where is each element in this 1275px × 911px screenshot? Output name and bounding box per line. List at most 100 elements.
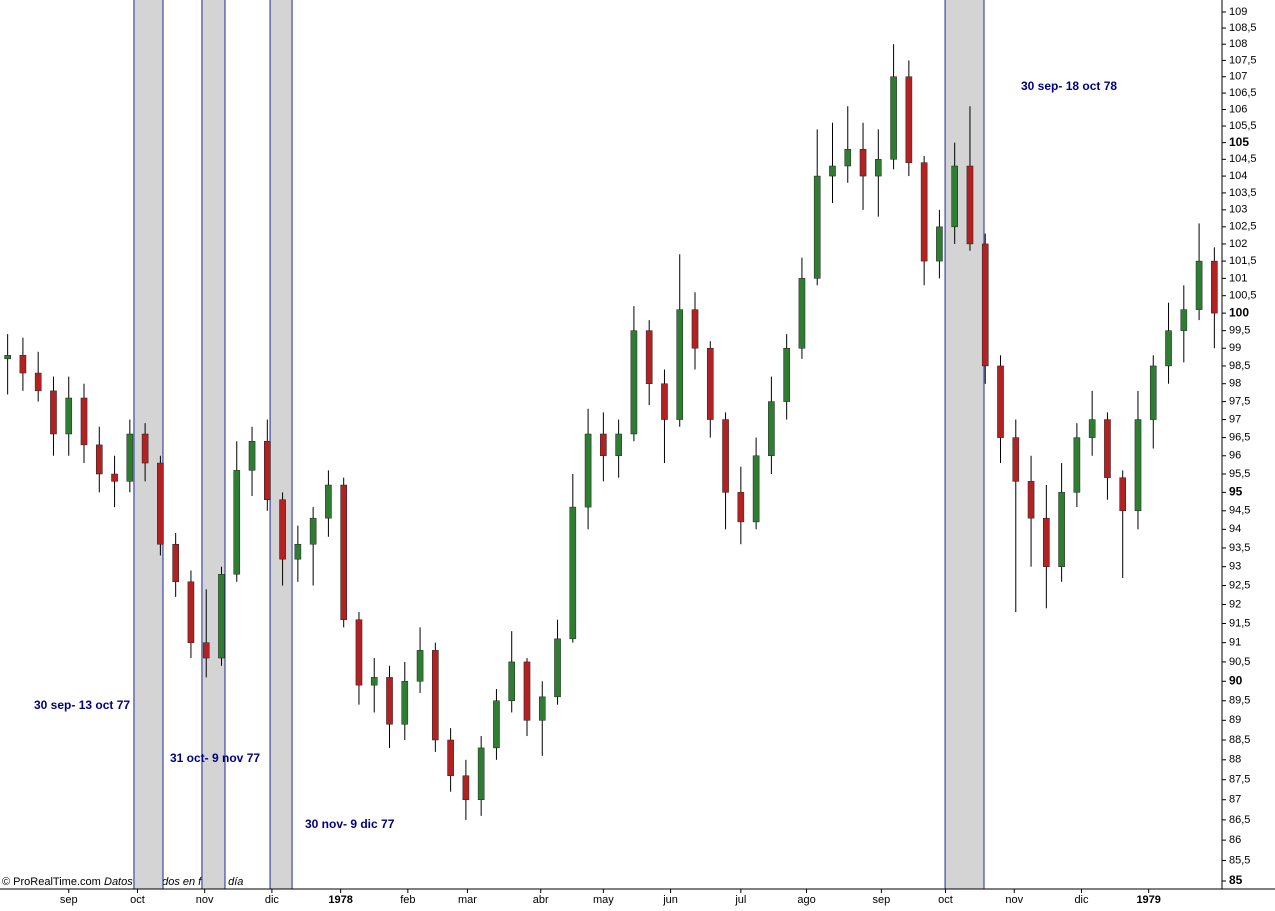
candle-body <box>523 661 531 721</box>
candle-body <box>1073 437 1081 493</box>
y-tick-label: 98,5 <box>1229 360 1250 372</box>
y-tick-label: 97,5 <box>1229 395 1250 407</box>
candle-body <box>95 444 103 475</box>
source: © ProRealTime.com <box>2 876 101 888</box>
y-tick-label: 85,5 <box>1229 854 1250 866</box>
y-tick-label: 89 <box>1229 714 1241 726</box>
x-tick-label: jul <box>734 894 746 906</box>
y-tick-label: 106 <box>1229 103 1247 115</box>
candle-body <box>126 433 134 482</box>
x-tick-label: oct <box>130 894 145 906</box>
candle-body <box>1058 492 1065 567</box>
candle-body <box>416 650 424 682</box>
y-tick-label: 105,5 <box>1229 120 1257 132</box>
candle-body <box>65 397 73 435</box>
annotation: 30 sep- 18 oct 78 <box>1021 79 1117 93</box>
candle-body <box>80 397 88 446</box>
y-tick-label: 88,5 <box>1229 734 1250 746</box>
candle-body <box>722 419 729 493</box>
y-tick-label: 94,5 <box>1229 505 1250 517</box>
y-tick-label: 102 <box>1229 238 1247 250</box>
y-tick-label: 88 <box>1229 754 1241 766</box>
y-tick-label: 91,5 <box>1229 617 1250 629</box>
candle-body <box>172 543 179 583</box>
y-tick-label: 103,5 <box>1229 187 1257 199</box>
candle-body <box>752 455 760 523</box>
candle-body <box>202 642 210 659</box>
candle-body <box>538 696 546 721</box>
candle-body <box>447 739 454 776</box>
x-tick-label: mar <box>458 894 477 906</box>
y-tick-label: 99 <box>1229 342 1241 354</box>
candle-body <box>50 390 57 435</box>
candle-body <box>309 517 317 545</box>
x-tick-label: 1979 <box>1136 894 1160 906</box>
candle-body <box>600 433 607 457</box>
candle-body <box>645 330 653 384</box>
annotation: 30 nov- 9 dic 77 <box>305 817 395 831</box>
candle-body <box>951 165 958 228</box>
x-tick-label: oct <box>938 894 953 906</box>
candle-body <box>1149 365 1157 420</box>
y-tick-label: 98 <box>1229 378 1241 390</box>
y-tick-label: 90 <box>1229 673 1243 687</box>
candle-body <box>493 700 500 749</box>
x-tick-label: nov <box>1005 894 1023 906</box>
y-tick-label: 104 <box>1229 170 1247 182</box>
candle-body <box>386 677 393 725</box>
y-tick-label: 108,5 <box>1229 22 1257 34</box>
candle-body <box>508 661 516 701</box>
y-tick-label: 101,5 <box>1229 255 1257 267</box>
candle-body <box>829 165 836 177</box>
candle-body <box>630 330 638 435</box>
x-tick-label: dic <box>265 894 280 906</box>
x-tick-label: sep <box>60 894 78 906</box>
y-tick-label: 100,5 <box>1229 290 1257 302</box>
candle-body <box>1180 309 1188 331</box>
y-tick-label: 87 <box>1229 794 1241 806</box>
candle-body <box>477 747 485 800</box>
y-tick-label: 106,5 <box>1229 87 1257 99</box>
x-tick-label: ago <box>797 894 815 906</box>
candle-body <box>981 243 989 367</box>
candle-body <box>279 499 286 560</box>
y-tick-label: 109 <box>1229 6 1247 18</box>
candle-body <box>370 677 378 686</box>
candle-body <box>798 278 806 349</box>
candle-body <box>936 226 943 262</box>
candle-body <box>19 355 27 374</box>
candle-body <box>1165 330 1172 367</box>
candle-body <box>905 76 913 163</box>
y-tick-label: 87,5 <box>1229 774 1250 786</box>
y-tick-label: 90,5 <box>1229 656 1250 668</box>
x-tick-label: dic <box>1074 894 1089 906</box>
shaded-period <box>201 0 226 889</box>
x-tick-label: sep <box>872 894 890 906</box>
annotation: 30 sep- 13 oct 77 <box>34 698 130 712</box>
x-tick-label: may <box>593 894 614 906</box>
candle-body <box>584 433 592 508</box>
x-axis-strip <box>0 890 1275 911</box>
y-tick-label: 91 <box>1229 637 1241 649</box>
candle-body <box>248 440 256 471</box>
y-tick-label: 86 <box>1229 834 1241 846</box>
candle-body <box>997 365 1004 438</box>
candle-body <box>1012 437 1020 482</box>
candle-body <box>813 175 821 279</box>
y-tick-label: 92 <box>1229 598 1241 610</box>
y-tick-label: 101 <box>1229 272 1247 284</box>
y-tick-label: 103 <box>1229 204 1247 216</box>
y-tick-label: 104,5 <box>1229 153 1257 165</box>
candle-body <box>1088 419 1096 438</box>
y-tick-label: 96,5 <box>1229 432 1250 444</box>
candle-body <box>34 372 42 392</box>
x-tick-label: jun <box>662 894 678 906</box>
candle-body <box>325 484 332 519</box>
shaded-period <box>945 0 985 889</box>
candle-body <box>875 159 882 177</box>
x-tick-label: 1978 <box>328 894 352 906</box>
y-tick-label: 107 <box>1229 71 1247 83</box>
y-tick-label: 95 <box>1229 485 1243 499</box>
candle-body <box>859 149 867 177</box>
